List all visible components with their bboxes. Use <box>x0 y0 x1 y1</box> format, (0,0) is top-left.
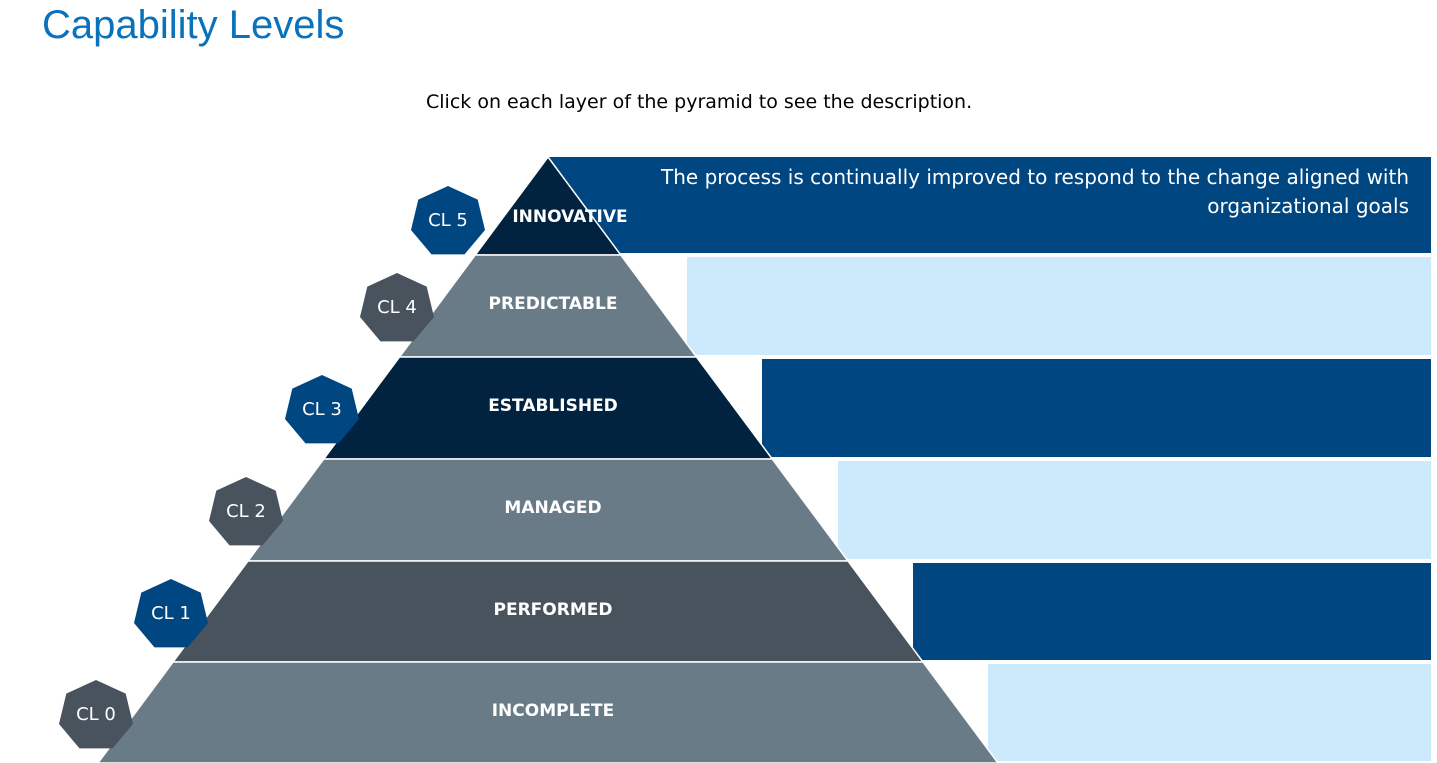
heptagon-icon <box>59 680 133 749</box>
level-badge-cl4: CL 4 <box>357 273 437 343</box>
instruction-text: Click on each layer of the pyramid to se… <box>426 91 973 113</box>
level-badge-cl0: CL 0 <box>56 680 136 750</box>
level-badge-cl2: CL 2 <box>206 477 286 547</box>
level-badge-label: CL 5 <box>428 210 468 231</box>
level-badge-label: CL 3 <box>302 399 342 420</box>
heptagon-icon <box>285 375 359 444</box>
level-badge-cl5: CL 5 <box>408 186 488 256</box>
level-badge-label: CL 4 <box>377 297 417 318</box>
description-band-cl2[interactable] <box>838 461 1431 559</box>
layer-label-incomplete[interactable]: INCOMPLETE <box>491 700 615 721</box>
description-text-cl5: The process is continually improved to r… <box>661 165 1409 218</box>
level-badge-label: CL 2 <box>226 501 266 522</box>
description-band-cl3[interactable] <box>762 359 1431 457</box>
heptagon-icon <box>209 477 283 546</box>
level-badge-label: CL 1 <box>151 603 191 624</box>
level-badge-cl3: CL 3 <box>282 375 362 445</box>
description-band-cl1[interactable] <box>913 563 1431 660</box>
layer-label-managed[interactable]: MANAGED <box>504 498 602 518</box>
description-band-cl5[interactable]: The process is continually improved to r… <box>548 157 1431 253</box>
level-badge-label: CL 0 <box>76 704 116 725</box>
heptagon-icon <box>411 186 485 255</box>
layer-label-performed[interactable]: PERFORMED <box>493 599 613 620</box>
layer-label-predictable[interactable]: PREDICTABLE <box>488 294 618 314</box>
page-title: Capability Levels <box>42 3 345 47</box>
description-band-cl0[interactable] <box>988 664 1431 761</box>
heptagon-icon <box>134 579 208 648</box>
description-band-cl4[interactable] <box>687 257 1431 355</box>
layer-label-innovative[interactable]: INNOVATIVE <box>512 207 628 227</box>
heptagon-icon <box>360 273 434 342</box>
layer-label-established[interactable]: ESTABLISHED <box>488 396 618 416</box>
level-badge-cl1: CL 1 <box>131 579 211 649</box>
